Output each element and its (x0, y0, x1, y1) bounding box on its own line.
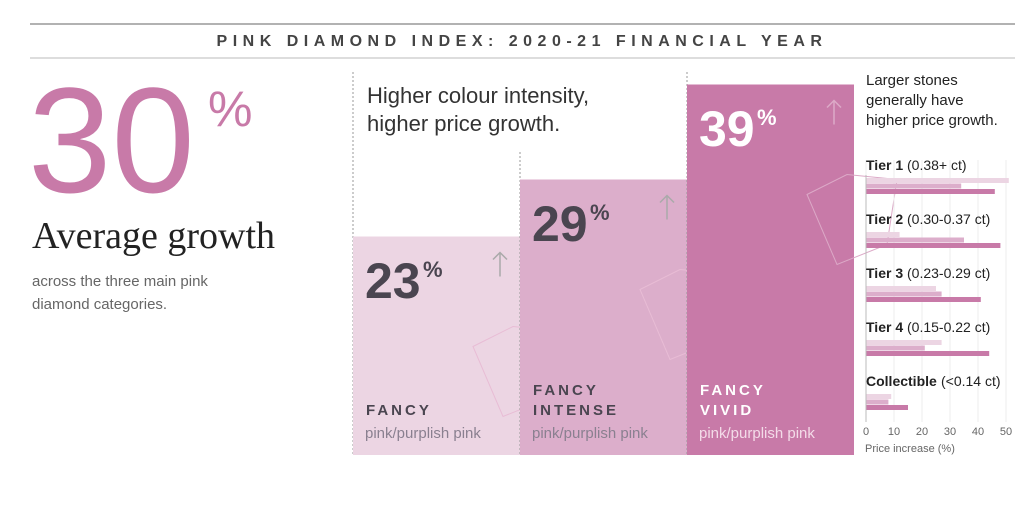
bar (866, 394, 892, 399)
bar (866, 405, 908, 410)
bar (866, 178, 1009, 183)
subtitle: Higher colour intensity, (367, 83, 590, 108)
headline-description: across the three main pink diamond categ… (32, 273, 208, 313)
bar (866, 297, 981, 302)
headline-label: Average growth (32, 215, 276, 257)
header-title: PINK DIAMOND INDEX: 2020-21 FINANCIAL YE… (216, 33, 828, 50)
category-label: FANCY VIVID (700, 382, 766, 419)
x-tick-label: 0 (862, 426, 870, 438)
category-label: FANCY (366, 402, 432, 419)
category-sublabel: pink/purplish pink (532, 425, 648, 442)
bar (687, 84, 854, 455)
x-tick-label: 30 (943, 426, 957, 438)
value-label: 39 (699, 100, 755, 157)
bar (866, 351, 990, 356)
arrow-icon (492, 251, 508, 277)
tier-name: Tier 3 (866, 265, 904, 281)
headline-value: 30 (28, 56, 195, 224)
x-tick-label: 10 (887, 426, 901, 438)
bar (866, 237, 964, 243)
x-tick-label: 20 (915, 426, 929, 438)
bar (866, 340, 942, 345)
bar (353, 236, 520, 455)
bar (866, 399, 889, 405)
bar (866, 345, 925, 351)
bar (866, 183, 962, 189)
tier-range: (0.38+ ct) (907, 157, 967, 173)
bar (866, 243, 1001, 248)
chart-title: Larger stones (866, 72, 958, 89)
chart-title: higher price growth. (866, 112, 998, 129)
tier-name: Tier 2 (866, 211, 904, 227)
x-tick-label: 50 (999, 426, 1013, 438)
arrow-icon (659, 194, 675, 220)
bar (866, 189, 995, 194)
tier-range: (0.30-0.37 ct) (907, 211, 991, 227)
bar (520, 179, 687, 455)
tier-range: (0.15-0.22 ct) (907, 319, 991, 335)
value-unit: % (757, 104, 777, 130)
category-sublabel: pink/purplish pink (365, 425, 481, 442)
chart-title: generally have (866, 92, 964, 109)
diamond-icon (806, 173, 898, 266)
category-label: FANCY INTENSE (533, 382, 620, 419)
x-axis-label: Price increase (%) (865, 443, 955, 455)
headline-unit: % (208, 81, 253, 137)
bar (866, 232, 900, 237)
value-label: 29 (532, 195, 588, 252)
value-unit: % (590, 199, 610, 225)
bar (866, 286, 936, 291)
tier-range: (0.23-0.29 ct) (907, 265, 991, 281)
subtitle: higher price growth. (367, 111, 561, 136)
bar (866, 291, 942, 297)
category-sublabel: pink/purplish pink (699, 425, 815, 442)
tier-name: Collectible (866, 373, 937, 389)
value-label: 23 (365, 252, 421, 309)
tier-range: (<0.14 ct) (941, 373, 1001, 389)
value-unit: % (423, 256, 443, 282)
arrow-icon (826, 99, 842, 125)
tier-name: Tier 4 (866, 319, 904, 335)
tier-name: Tier 1 (866, 157, 904, 173)
x-tick-label: 40 (971, 426, 985, 438)
